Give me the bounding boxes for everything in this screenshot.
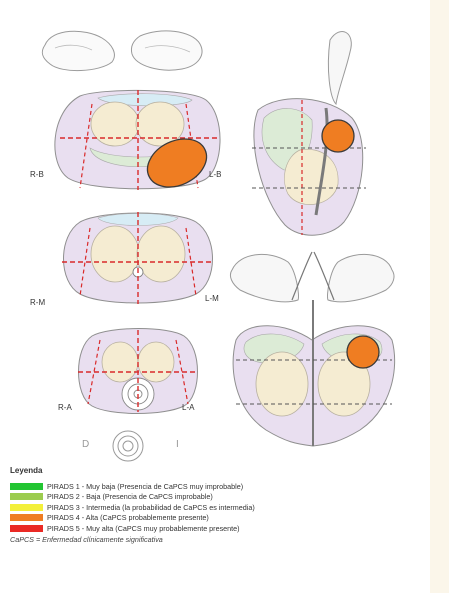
legend-label: PIRADS 2 - Baja (Presencia de CaPCS impr…: [47, 492, 213, 502]
label-right-mid: R-M: [30, 298, 46, 307]
legend-swatch: [10, 493, 43, 501]
legend-label: PIRADS 3 - Intermedia (la probabilidad d…: [47, 502, 255, 512]
legend-swatch: [10, 503, 43, 511]
label-left-side-i: I: [176, 439, 179, 450]
label-right-side-d: D: [82, 439, 90, 450]
label-right-base: R-B: [30, 170, 44, 179]
legend-item: PIRADS 4 - Alta (CaPCS probablemente pre…: [10, 513, 420, 524]
legend-item: PIRADS 1 - Muy baja (Presencia de CaPCS …: [10, 481, 420, 492]
legend-label: PIRADS 4 - Alta (CaPCS probablemente pre…: [47, 513, 209, 523]
legend-swatch: [10, 482, 43, 490]
legend-title: Leyenda: [10, 466, 43, 475]
apex-section: [78, 328, 198, 414]
sagittal-section: [252, 31, 366, 236]
legend-item: PIRADS 5 - Muy alta (CaPCS muy probablem…: [10, 523, 420, 534]
legend: Leyenda PIRADS 1 - Muy baja (Presencia d…: [10, 466, 420, 544]
legend-swatch: [10, 524, 43, 532]
right-margin-band: [430, 0, 449, 593]
lesion-coronal: [346, 335, 380, 369]
seminal-vesicles: [41, 30, 203, 72]
mid-section: [62, 212, 214, 304]
legend-swatch: [10, 514, 43, 522]
legend-label: PIRADS 1 - Muy baja (Presencia de CaPCS …: [47, 481, 244, 491]
label-left-mid: L-M: [205, 294, 219, 303]
legend-label: PIRADS 5 - Muy alta (CaPCS muy probablem…: [47, 523, 240, 533]
legend-footnote: CaPCS = Enfermedad clínicamente signific…: [10, 534, 163, 544]
lesion-sagittal: [321, 119, 355, 153]
urethra-orientation-icon: [112, 430, 144, 462]
base-section: [54, 89, 221, 190]
coronal-section: [229, 251, 396, 447]
legend-item: PIRADS 3 - Intermedia (la probabilidad d…: [10, 502, 420, 513]
legend-item: PIRADS 2 - Baja (Presencia de CaPCS impr…: [10, 492, 420, 503]
lesion-base-left: [146, 138, 208, 188]
label-left-base: L-B: [209, 170, 222, 179]
label-left-apex: L-A: [182, 403, 195, 412]
label-right-apex: R-A: [58, 403, 72, 412]
